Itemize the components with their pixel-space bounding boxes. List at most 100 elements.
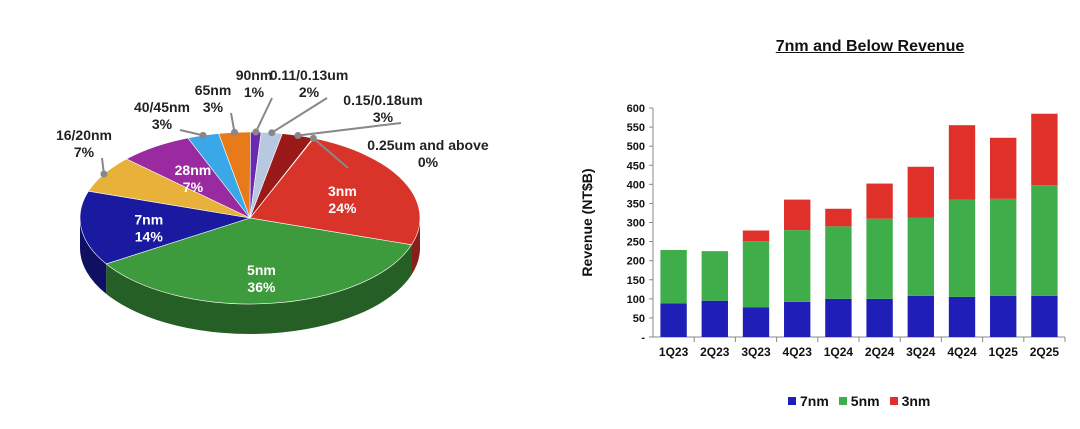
x-tick-6: 3Q24 — [906, 345, 936, 359]
pie-leader-dot-10 — [309, 134, 317, 142]
pie-label-8: 0.11/0.13um — [270, 67, 349, 83]
pie-pct-4: 7% — [183, 179, 204, 195]
y-tick-2: 100 — [627, 294, 645, 306]
bar-5nm-1Q24 — [825, 226, 852, 299]
bar-7nm-2Q24 — [866, 298, 893, 337]
bar-5nm-1Q25 — [990, 198, 1017, 296]
legend-label-7nm: 7nm — [800, 393, 829, 409]
pie-slice-1 — [105, 217, 413, 305]
bar-3nm-4Q24 — [948, 125, 976, 200]
bar-5nm-4Q23 — [784, 230, 811, 302]
bar-5nm-3Q24 — [907, 217, 934, 296]
bar-7nm-1Q23 — [660, 303, 687, 337]
x-tick-1: 2Q23 — [700, 345, 730, 359]
pie-leader-7 — [254, 97, 273, 133]
bar-3nm-1Q25 — [990, 137, 1017, 199]
pie-pct-6: 3% — [203, 99, 224, 115]
bar-chart: - 50 100 150 200 250 300 350 400 450 500 550 600 Reve… — [579, 103, 1066, 359]
pie-leader-dot-6 — [231, 128, 239, 136]
y-tick-9: 450 — [627, 160, 645, 172]
pie-label-3: 16/20nm — [56, 127, 112, 143]
y-tick-6: 300 — [627, 218, 645, 230]
bar-5nm-2Q23 — [701, 251, 728, 301]
pie-label-2: 7nm — [134, 211, 163, 227]
bar-5nm-2Q25 — [1031, 185, 1058, 296]
bar-7nm-2Q23 — [701, 300, 728, 337]
pie-leader-dot-3 — [100, 170, 108, 178]
x-tick-0: 1Q23 — [659, 345, 689, 359]
pie-label-5: 40/45nm — [134, 99, 190, 115]
bar-7nm-2Q25 — [1031, 295, 1058, 337]
pie-leader-8 — [271, 97, 328, 134]
bar-5nm-1Q23 — [660, 249, 687, 304]
pie-pct-3: 7% — [74, 144, 95, 160]
y-tick-11: 550 — [627, 122, 645, 134]
bar-5nm-2Q24 — [866, 218, 893, 299]
bar-3nm-2Q24 — [866, 183, 893, 219]
pie-side-2 — [80, 218, 107, 294]
pie-leader-10 — [312, 137, 349, 169]
bar-legend: 7nm 5nm 3nm — [788, 393, 930, 409]
pie-leader-dot-7 — [252, 128, 260, 136]
pie-label-10: 0.25um and above — [367, 137, 489, 153]
pie-pct-8: 2% — [299, 84, 320, 100]
bar-5nm-4Q24 — [948, 199, 976, 297]
bar-7nm-1Q24 — [825, 298, 852, 337]
pie-leader-dot-8 — [268, 129, 276, 137]
pie-chart: 3nm24%5nm36%7nm14%16/20nm7%28nm7%40/45nm… — [56, 67, 489, 334]
y-tick-5: 250 — [627, 237, 645, 249]
pie-leader-9 — [297, 122, 402, 137]
y-tick-4: 200 — [627, 256, 645, 268]
pie-leader-dot-5 — [199, 131, 207, 139]
bar-3nm-4Q23 — [784, 199, 811, 231]
pie-side-1 — [106, 244, 412, 334]
legend-item-3nm: 3nm — [889, 393, 931, 409]
pie-pct-1: 36% — [247, 279, 276, 295]
bar-3nm-3Q24 — [907, 166, 934, 218]
pie-label-7: 90nm — [236, 67, 273, 83]
y-tick-7: 350 — [627, 198, 645, 210]
y-tick-12: 600 — [627, 103, 645, 115]
bar-7nm-4Q23 — [784, 301, 811, 337]
bar-3nm-3Q23 — [742, 230, 770, 242]
x-tick-4: 1Q24 — [824, 345, 854, 359]
pie-label-4: 28nm — [175, 162, 212, 178]
y-tick-1: 50 — [633, 313, 645, 325]
pie-pct-10: 0% — [418, 154, 439, 170]
x-tick-9: 2Q25 — [1030, 345, 1060, 359]
legend-swatch-3nm — [889, 397, 898, 405]
bar-7nm-1Q25 — [990, 295, 1017, 337]
pie-pct-9: 3% — [373, 109, 394, 125]
pie-pct-2: 14% — [135, 228, 164, 244]
x-tick-5: 2Q24 — [865, 345, 895, 359]
legend-swatch-5nm — [838, 397, 847, 405]
pie-label-0: 3nm — [328, 183, 357, 199]
pie-pct-0: 24% — [328, 200, 357, 216]
y-axis-label: Revenue (NT$B) — [579, 168, 595, 276]
legend-item-5nm: 5nm — [838, 393, 880, 409]
legend-swatch-7nm — [788, 397, 796, 405]
x-tick-8: 1Q25 — [989, 345, 1019, 359]
y-tick-0: - — [641, 332, 645, 344]
pie-label-1: 5nm — [247, 262, 276, 278]
pie-pct-7: 1% — [244, 84, 265, 100]
pie-label-9: 0.15/0.18um — [343, 92, 422, 108]
bar-chart-title: 7nm and Below Revenue — [775, 38, 965, 55]
y-tick-10: 500 — [627, 141, 645, 153]
y-tick-8: 400 — [627, 179, 645, 191]
x-tick-7: 4Q24 — [947, 345, 977, 359]
pie-leader-5 — [179, 129, 204, 137]
x-tick-2: 3Q23 — [741, 345, 771, 359]
x-tick-3: 4Q23 — [783, 345, 813, 359]
bar-5nm-3Q23 — [742, 241, 770, 308]
pie-slice-2 — [79, 190, 251, 265]
bar-7nm-3Q23 — [742, 307, 770, 337]
y-tick-3: 150 — [627, 275, 645, 287]
legend-label-3nm: 3nm — [901, 393, 931, 409]
legend-label-5nm: 5nm — [850, 393, 880, 409]
bar-7nm-4Q24 — [948, 296, 976, 337]
pie-label-6: 65nm — [195, 82, 232, 98]
bar-3nm-1Q24 — [825, 208, 852, 227]
legend-item-7nm: 7nm — [788, 393, 829, 409]
bar-7nm-3Q24 — [907, 295, 934, 337]
